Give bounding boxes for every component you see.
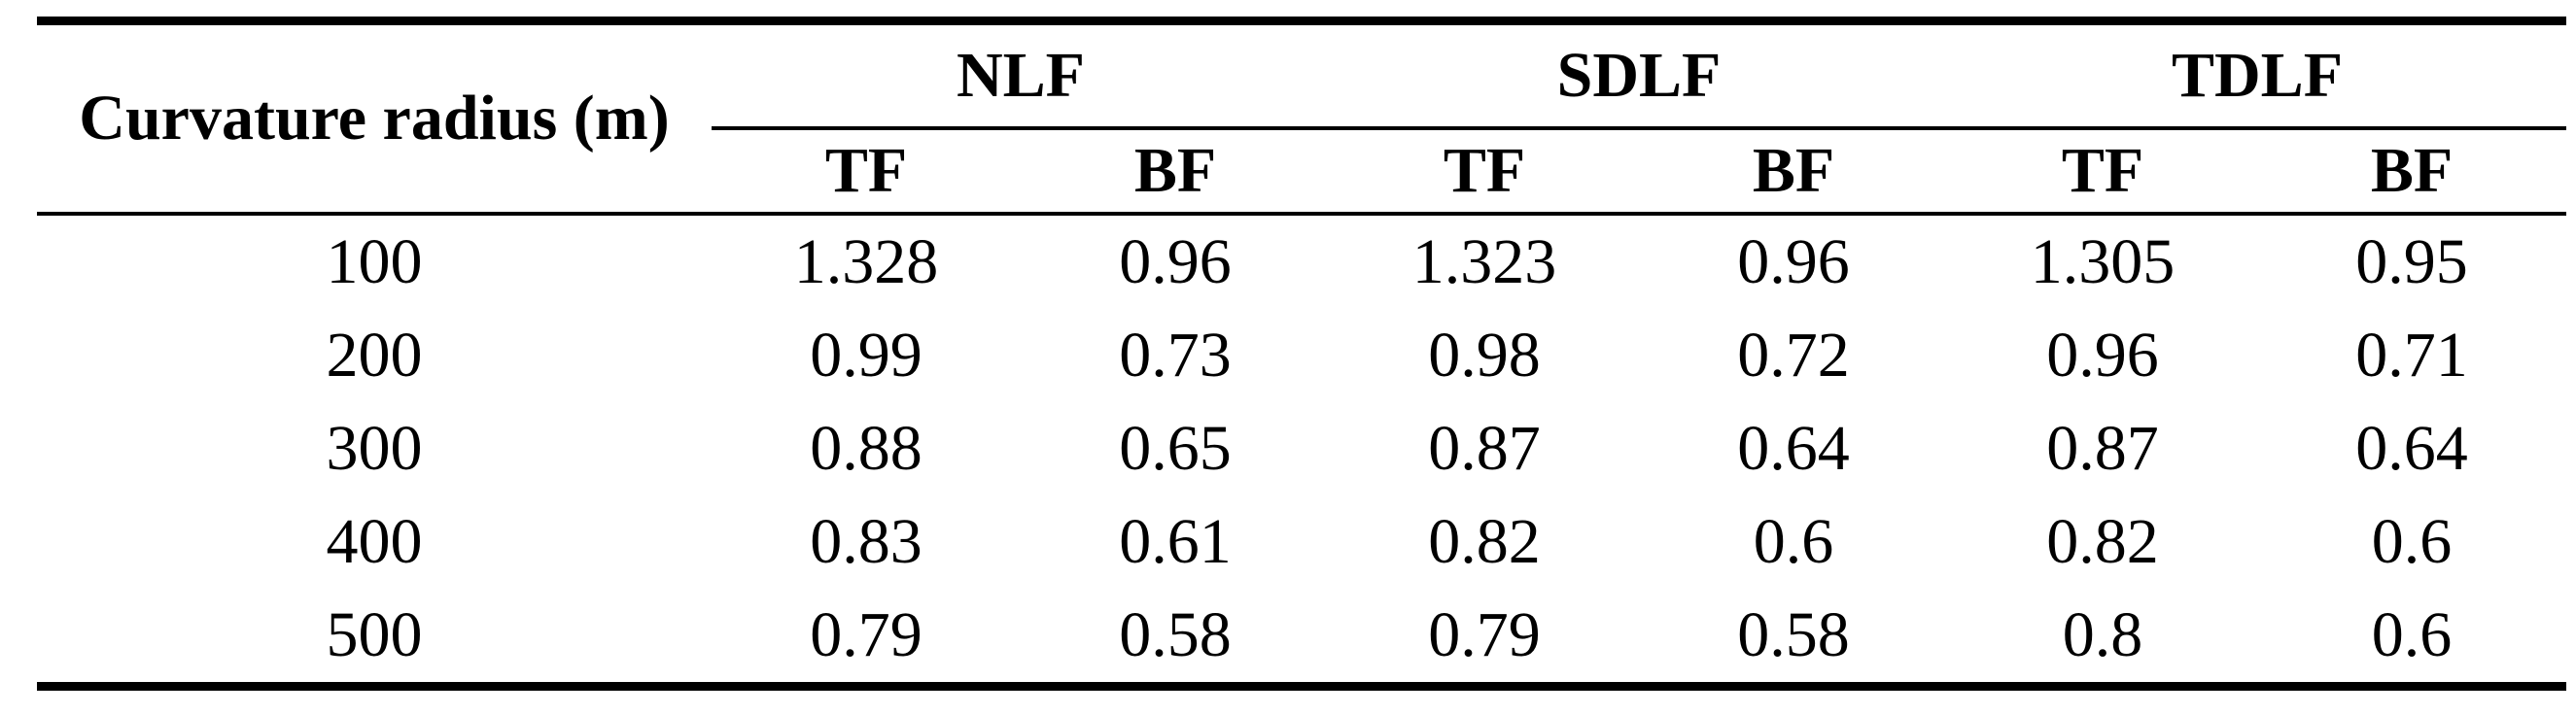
value-cell-nlf-tf: 0.79 [810, 599, 922, 670]
value-cell-sdlf-tf: 0.87 [1428, 413, 1541, 484]
value-cell-nlf-bf: 0.65 [1119, 413, 1232, 484]
value-cell-nlf-bf: 0.73 [1119, 320, 1232, 391]
value-cell-nlf-bf: 0.58 [1119, 599, 1232, 670]
value-cell-nlf-tf: 1.328 [793, 226, 939, 297]
value-cell-sdlf-tf: 0.98 [1428, 320, 1541, 391]
value-cell-tdlf-bf: 0.71 [2355, 320, 2468, 391]
radius-cell: 300 [326, 413, 423, 484]
radius-cell: 200 [326, 320, 423, 391]
header-row-subcolumns: TF BF TF BF TF BF [37, 128, 2566, 216]
value-cell-tdlf-tf: 0.87 [2046, 413, 2159, 484]
value-cell-sdlf-tf: 0.82 [1428, 506, 1541, 577]
value-cell-sdlf-bf: 0.96 [1737, 226, 1850, 297]
value-cell-tdlf-bf: 0.6 [2371, 506, 2453, 577]
table-row-200: 200 0.99 0.73 0.98 0.72 0.96 0.71 [37, 309, 2566, 402]
subheader-tdlf-bf: BF [2257, 128, 2566, 216]
subheader-nlf-tf: TF [712, 128, 1021, 216]
group-header-nlf: NLF [712, 20, 1330, 130]
table-body: 100 1.328 0.96 1.323 0.96 1.305 0.95 200… [37, 214, 2566, 687]
radius-cell: 500 [326, 599, 423, 670]
subheader-sdlf-tf: TF [1330, 128, 1639, 216]
value-cell-sdlf-bf: 0.6 [1753, 506, 1834, 577]
value-cell-sdlf-bf: 0.64 [1737, 413, 1850, 484]
value-cell-tdlf-tf: 0.96 [2046, 320, 2159, 391]
group-header-tdlf: TDLF [1948, 20, 2566, 130]
subheader-sdlf-bf: BF [1639, 128, 1948, 216]
table-row-300: 300 0.88 0.65 0.87 0.64 0.87 0.64 [37, 402, 2566, 495]
table-row-100: 100 1.328 0.96 1.323 0.96 1.305 0.95 [37, 214, 2566, 309]
subheader-nlf-bf: BF [1021, 128, 1330, 216]
value-cell-nlf-tf: 0.99 [810, 320, 922, 391]
value-cell-nlf-bf: 0.61 [1119, 506, 1232, 577]
group-header-sdlf: SDLF [1330, 20, 1948, 130]
subheader-tdlf-tf: TF [1948, 128, 2257, 216]
header-row-groups: Curvature radius (m) NLF SDLF TDLF [37, 20, 2566, 216]
column-header-curvature-radius: Curvature radius (m) [37, 20, 712, 216]
value-cell-tdlf-tf: 1.305 [2030, 226, 2176, 297]
value-cell-tdlf-tf: 0.8 [2062, 599, 2143, 670]
value-cell-tdlf-bf: 0.64 [2355, 413, 2468, 484]
value-cell-tdlf-bf: 0.95 [2355, 226, 2468, 297]
value-cell-sdlf-tf: 1.323 [1411, 226, 1557, 297]
curvature-radius-table: Curvature radius (m) NLF SDLF TDLF TF BF… [37, 17, 2566, 691]
radius-cell: 400 [326, 506, 423, 577]
value-cell-tdlf-tf: 0.82 [2046, 506, 2159, 577]
table-row-500: 500 0.79 0.58 0.79 0.58 0.8 0.6 [37, 589, 2566, 687]
value-cell-nlf-bf: 0.96 [1119, 226, 1232, 297]
table-header: Curvature radius (m) NLF SDLF TDLF TF BF… [37, 20, 2566, 216]
value-cell-sdlf-bf: 0.58 [1737, 599, 1850, 670]
radius-cell: 100 [326, 226, 423, 297]
value-cell-nlf-tf: 0.83 [810, 506, 922, 577]
table-row-400: 400 0.83 0.61 0.82 0.6 0.82 0.6 [37, 495, 2566, 589]
value-cell-tdlf-bf: 0.6 [2371, 599, 2453, 670]
value-cell-nlf-tf: 0.88 [810, 413, 922, 484]
value-cell-sdlf-tf: 0.79 [1428, 599, 1541, 670]
value-cell-sdlf-bf: 0.72 [1737, 320, 1850, 391]
